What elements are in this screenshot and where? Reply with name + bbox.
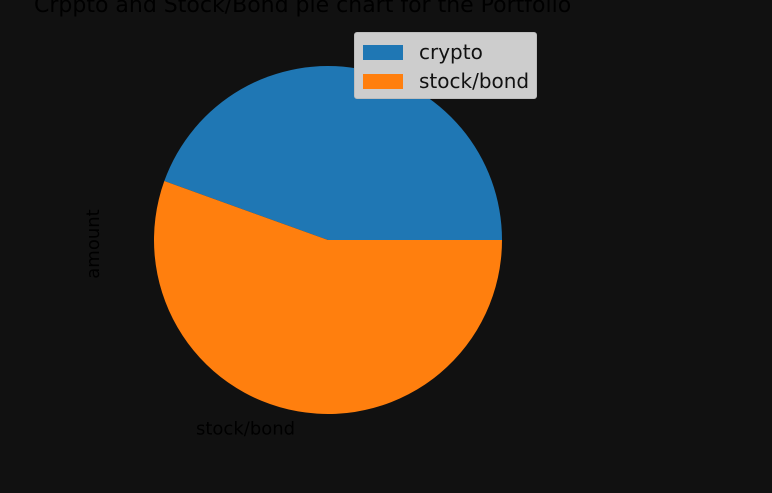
legend-swatch-stock-bond bbox=[363, 73, 403, 89]
legend-label-crypto: crypto bbox=[419, 40, 483, 64]
pie-slice-crypto bbox=[164, 66, 503, 240]
chart-title: Crppto and Stock/Bond pie chart for the … bbox=[34, 0, 571, 18]
chart-legend: crypto stock/bond bbox=[354, 32, 537, 99]
slice-label-stock-bond: stock/bond bbox=[196, 419, 295, 440]
legend-label-stock-bond: stock/bond bbox=[419, 69, 530, 93]
pie-slice-stock-bond bbox=[153, 181, 503, 415]
legend-item-crypto: crypto bbox=[363, 42, 483, 62]
legend-swatch-crypto bbox=[363, 44, 403, 60]
legend-item-stock-bond: stock/bond bbox=[363, 71, 529, 91]
pie-slices bbox=[153, 66, 503, 415]
y-axis-label: amount bbox=[83, 209, 104, 278]
